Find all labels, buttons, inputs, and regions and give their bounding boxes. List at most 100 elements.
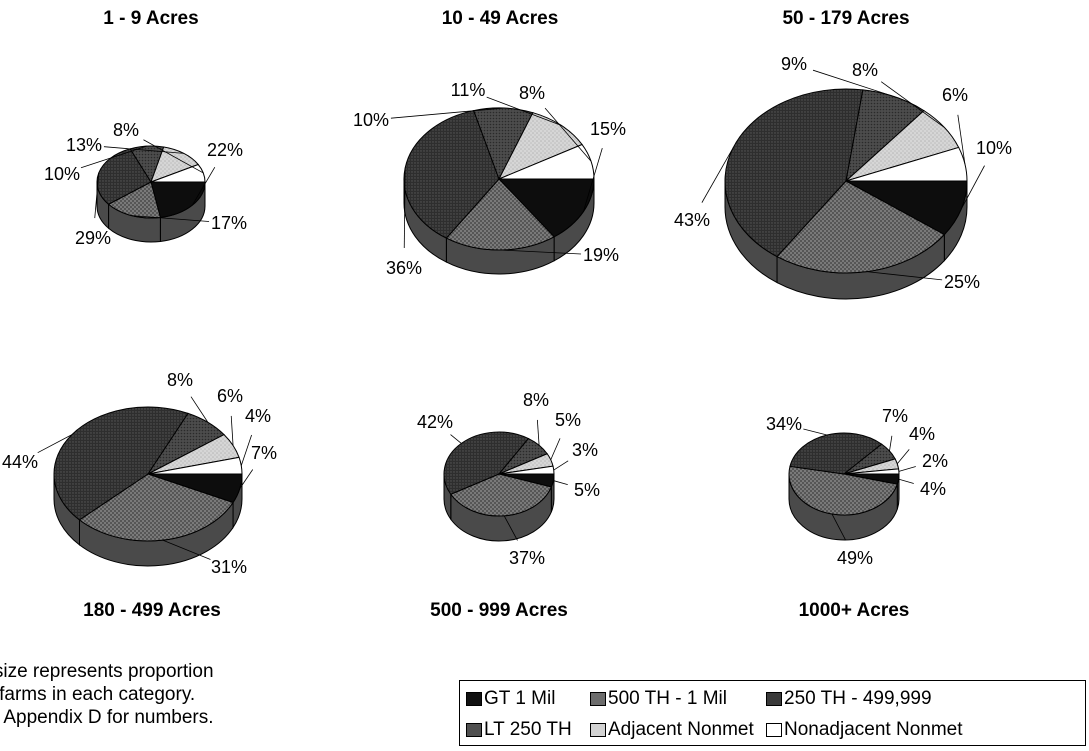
leader-line-gt-1-mil <box>583 148 603 212</box>
slice-500th-1mil <box>776 180 946 274</box>
data-label-lt-250th: 7% <box>882 406 908 426</box>
legend-swatch-lt-250th <box>466 722 482 737</box>
leader-line-gt-1-mil <box>239 469 254 489</box>
pie-chart-4: 7% 31% 44% 8% 6%4% 180 - 499 Acres <box>2 370 277 621</box>
note-line-2: of farms in each category. <box>0 684 196 705</box>
data-label-250th-499999: 34% <box>766 414 802 434</box>
data-label-250th-499999: 44% <box>2 452 38 472</box>
data-label-nonadjacent-nonmet: 8% <box>113 120 139 140</box>
pie-chart-2: 15% 19% 36% 10% 11% 8% 10 - 49 Acres <box>353 8 626 278</box>
chart-title: 500 - 999 Acres <box>430 600 568 621</box>
slice-gt-1-mil <box>497 178 595 238</box>
slice-nonadjacent-nonmet <box>498 143 595 180</box>
note-line-3: ee Appendix D for numbers. <box>0 707 214 728</box>
legend-label: LT 250 TH <box>484 718 572 740</box>
leader-line-500th-1mil <box>503 515 518 541</box>
leader-line-nonadjacent-nonmet <box>898 466 916 472</box>
leader-line-gt-1-mil <box>898 478 914 484</box>
size-note: e size represents proportion of farms in… <box>0 660 214 729</box>
data-label-adjacent-nonmet: 8% <box>852 60 878 80</box>
legend-item-gt-1-mil: GT 1 Mil <box>466 683 590 714</box>
data-label-lt-250th: 10% <box>44 164 80 184</box>
leader-line-500th-1mil <box>162 539 211 560</box>
data-label-250th-499999: 36% <box>386 258 422 278</box>
data-label-gt-1-mil: 7% <box>251 443 277 463</box>
data-label-adjacent-nonmet: 4% <box>909 424 935 444</box>
data-label-nonadjacent-nonmet: 3% <box>572 440 598 460</box>
leader-line-lt-250th <box>190 396 209 423</box>
leader-line-250th-499999 <box>403 167 406 249</box>
note-line-1: e size represents proportion <box>0 661 214 682</box>
leader-line-adjacent-nonmet <box>880 81 945 128</box>
leader-line-250th-499999 <box>701 147 734 203</box>
leader-line-500th-1mil <box>500 249 582 255</box>
slice-500th-1mil <box>78 473 234 542</box>
data-label-adjacent-nonmet: 5% <box>555 410 581 430</box>
legend-swatch-250th-499999 <box>766 691 782 706</box>
slice-gt-1-mil <box>150 181 206 219</box>
leader-line-lt-250th <box>390 107 504 119</box>
data-label-gt-1-mil: 10% <box>976 138 1012 158</box>
leader-line-lt-250th <box>812 69 896 98</box>
data-label-500th-1mil: 25% <box>944 272 980 292</box>
data-label-gt-1-mil: 22% <box>207 140 243 160</box>
legend-label: 250 TH - 499,999 <box>784 687 932 709</box>
data-label-nonadjacent-nonmet: 2% <box>922 451 948 471</box>
leader-line-250th-499999 <box>450 434 462 444</box>
data-label-lt-250th: 8% <box>523 390 549 410</box>
leader-line-nonadjacent-nonmet <box>544 107 592 162</box>
leader-line-lt-250th <box>889 435 893 452</box>
legend-swatch-500th-1mil <box>590 691 606 706</box>
data-label-250th-499999: 42% <box>417 412 453 432</box>
leader-line-lt-250th <box>536 419 540 446</box>
slice-250th-499999 <box>724 88 864 258</box>
legend-swatch-nonadjacent-nonmet <box>766 722 782 737</box>
data-label-nonadjacent-nonmet: 8% <box>519 83 545 103</box>
pie-chart-6: 4%49%34% 7%4%2%1000+ Acres <box>766 406 948 621</box>
leader-line-nonadjacent-nonmet <box>553 460 569 471</box>
leader-line-nonadjacent-nonmet <box>240 434 252 466</box>
chart-title: 50 - 179 Acres <box>782 8 909 29</box>
chart-title: 180 - 499 Acres <box>83 600 221 621</box>
slice-500th-1mil <box>450 473 552 517</box>
data-label-adjacent-nonmet: 6% <box>217 386 243 406</box>
data-label-lt-250th: 9% <box>781 54 807 74</box>
chart-title: 1 - 9 Acres <box>103 8 198 29</box>
pie-chart-3: 10% 25% 43% 9% 8% 6% 50 - 179 Acres <box>674 8 1012 300</box>
chart-title: 1000+ Acres <box>799 600 910 621</box>
leader-line-gt-1-mil <box>553 480 568 485</box>
leader-line-nonadjacent-nonmet <box>143 139 204 174</box>
leader-line-250th-499999 <box>37 434 73 454</box>
pie-chart-1: 22% 17% 29% 10% 13% 8% 1 - 9 Acres <box>44 8 247 248</box>
data-label-250th-499999: 29% <box>75 228 111 248</box>
data-label-gt-1-mil: 5% <box>574 480 600 500</box>
leader-line-adjacent-nonmet <box>103 146 184 154</box>
data-label-500th-1mil: 31% <box>211 557 247 577</box>
data-label-lt-250th: 10% <box>353 110 389 130</box>
data-label-250th-499999: 43% <box>674 210 710 230</box>
legend-item-nonadjacent-nonmet: Nonadjacent Nonmet <box>766 714 1085 745</box>
data-label-gt-1-mil: 4% <box>920 479 946 499</box>
legend-label: Adjacent Nonmet <box>608 718 754 740</box>
leader-line-nonadjacent-nonmet <box>957 114 966 164</box>
legend-swatch-adjacent-nonmet <box>590 722 606 737</box>
data-label-adjacent-nonmet: 13% <box>66 135 102 155</box>
legend-label: Nonadjacent Nonmet <box>784 718 963 740</box>
data-label-gt-1-mil: 15% <box>590 119 626 139</box>
leader-line-250th-499999 <box>94 172 100 219</box>
data-label-nonadjacent-nonmet: 4% <box>245 406 271 426</box>
slice-nonadjacent-nonmet <box>147 456 243 475</box>
legend-item-500th-1mil: 500 TH - 1 Mil <box>590 683 766 714</box>
leader-line-500th-1mil <box>131 215 210 222</box>
leader-line-adjacent-nonmet <box>550 438 561 460</box>
leader-line-250th-499999 <box>803 428 828 436</box>
data-label-500th-1mil: 49% <box>837 548 873 568</box>
legend-label: GT 1 Mil <box>484 687 556 709</box>
leader-line-adjacent-nonmet <box>486 96 562 126</box>
data-label-adjacent-nonmet: 11% <box>451 80 486 100</box>
slice-500th-1mil <box>445 178 555 251</box>
slice-gt-1-mil <box>845 180 968 236</box>
pie-chart-5: 5% 37% 42% 8% 5% 3% 500 - 999 Acres <box>417 390 600 621</box>
chart-title: 10 - 49 Acres <box>442 8 559 29</box>
